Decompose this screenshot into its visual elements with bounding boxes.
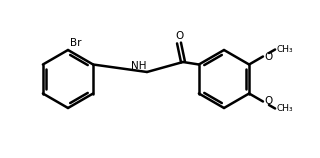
Text: Br: Br bbox=[70, 38, 82, 48]
Text: NH: NH bbox=[131, 61, 146, 71]
Text: O: O bbox=[264, 97, 272, 106]
Text: O: O bbox=[264, 52, 272, 61]
Text: O: O bbox=[175, 31, 183, 41]
Text: CH₃: CH₃ bbox=[276, 104, 293, 113]
Text: CH₃: CH₃ bbox=[276, 45, 293, 54]
